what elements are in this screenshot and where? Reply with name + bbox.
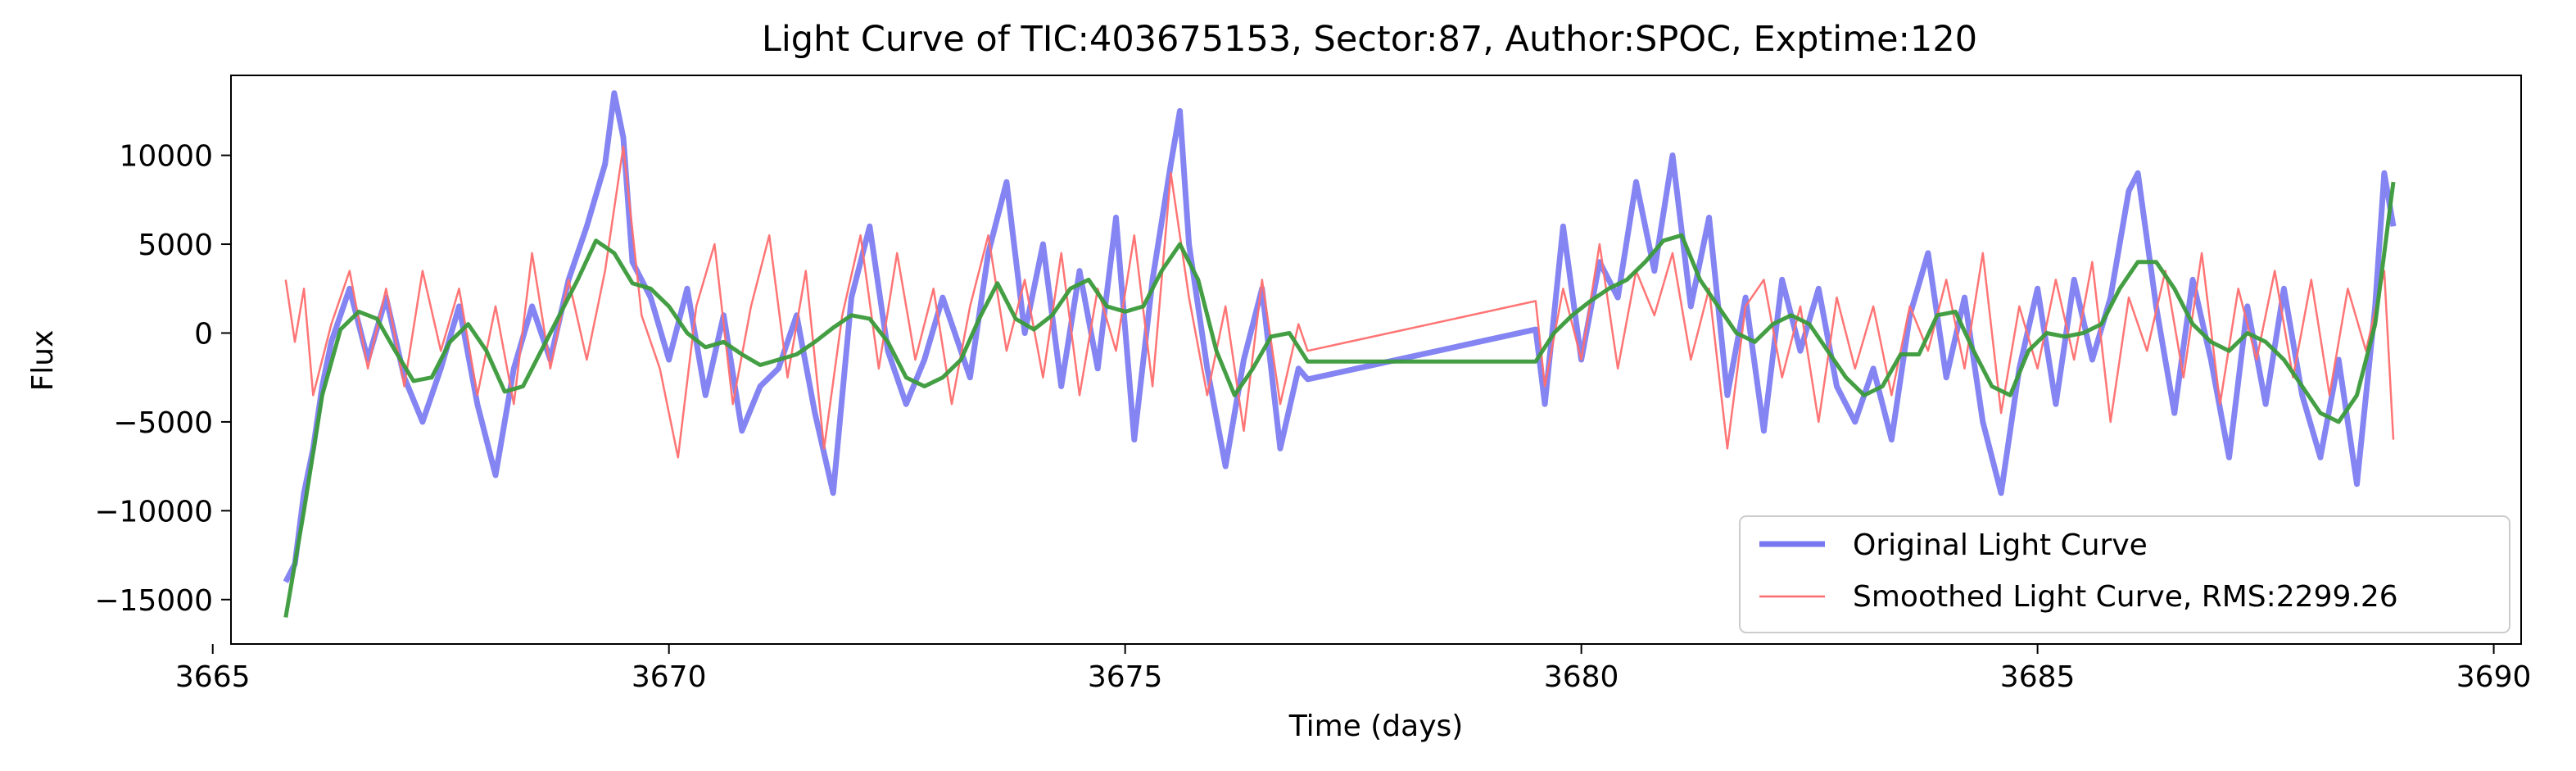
legend-label-smoothed: Smoothed Light Curve, RMS:2299.26 bbox=[1853, 580, 2398, 614]
x-tick-label: 3670 bbox=[632, 660, 707, 694]
y-tick-label: 10000 bbox=[119, 140, 213, 174]
series-layer bbox=[283, 90, 2397, 618]
x-axis: 3665 3670 3675 3680 3685 3690 bbox=[175, 644, 2531, 694]
y-axis: −15000 −10000 −5000 0 5000 10000 bbox=[94, 140, 231, 618]
y-tick-label: 0 bbox=[194, 317, 213, 351]
x-tick-label: 3690 bbox=[2456, 660, 2532, 694]
legend-label-original: Original Light Curve bbox=[1853, 528, 2148, 562]
series-smoothed-light-curve bbox=[284, 145, 2395, 459]
x-tick-label: 3675 bbox=[1088, 660, 1163, 694]
y-axis-label: Flux bbox=[26, 330, 60, 392]
y-tick-label: −5000 bbox=[113, 406, 213, 440]
y-tick-label: −15000 bbox=[94, 584, 213, 618]
legend-box bbox=[1739, 515, 2510, 633]
x-tick-label: 3685 bbox=[2000, 660, 2076, 694]
y-tick-label: −10000 bbox=[94, 495, 213, 528]
x-tick-label: 3665 bbox=[175, 660, 251, 694]
series-original-light-curve bbox=[283, 90, 2397, 583]
x-tick-label: 3680 bbox=[1544, 660, 1619, 694]
series-trend bbox=[283, 181, 2396, 618]
x-axis-label: Time (days) bbox=[1288, 710, 1464, 743]
chart-title: Light Curve of TIC:403675153, Sector:87,… bbox=[762, 19, 1977, 60]
plot-frame bbox=[230, 75, 2522, 645]
legend: Original Light Curve Smoothed Light Curv… bbox=[1739, 515, 2510, 633]
y-tick-label: 5000 bbox=[138, 229, 213, 262]
